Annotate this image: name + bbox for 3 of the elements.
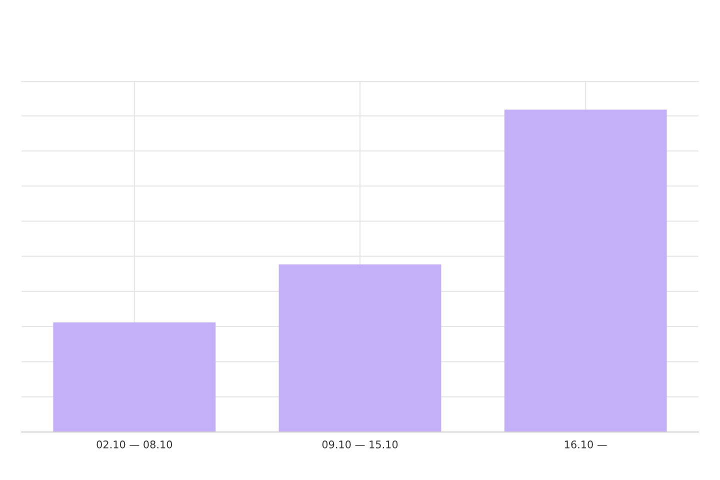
x-tick-label: 02.10 — 08.10: [96, 440, 172, 448]
x-tick-label: 16.10 —: [564, 440, 607, 448]
x-tick-label: 09.10 — 15.10: [322, 440, 398, 448]
